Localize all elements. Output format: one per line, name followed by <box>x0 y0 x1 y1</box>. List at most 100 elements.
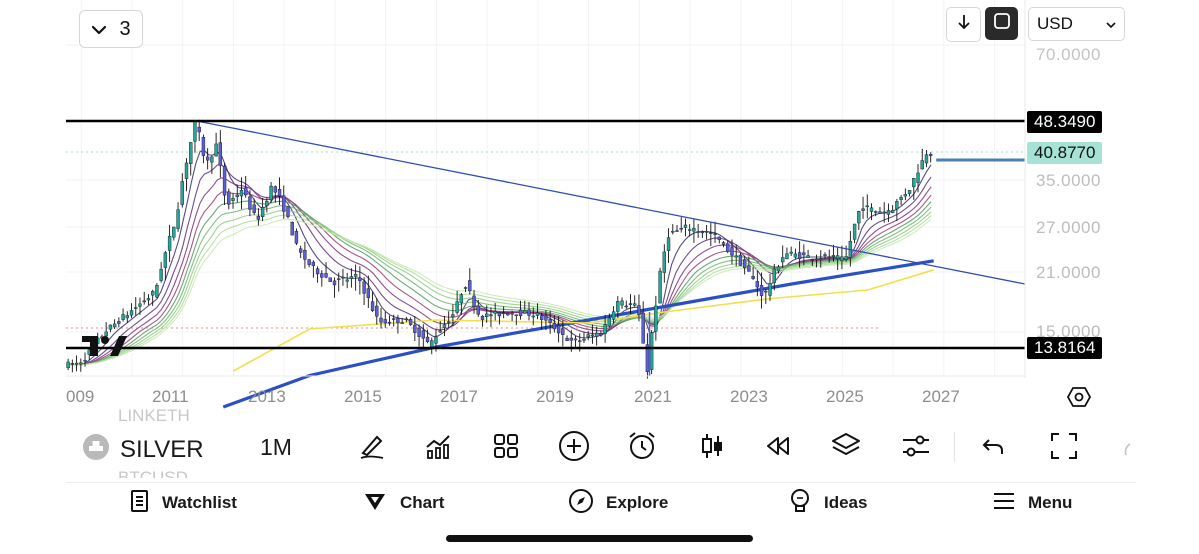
candle-body <box>878 211 882 214</box>
price-axis-label: 15.0000 <box>1036 322 1101 341</box>
candle-body <box>637 305 641 315</box>
candle-body <box>497 312 502 317</box>
alarm-clock-icon <box>626 430 658 467</box>
time-axis-label: 2023 <box>730 387 768 406</box>
draw-button[interactable] <box>354 430 390 466</box>
candle-body <box>899 196 903 200</box>
symbol-button[interactable]: SILVER <box>82 433 204 466</box>
currency-select[interactable]: USD <box>1028 7 1125 41</box>
layouts-button[interactable] <box>488 430 524 466</box>
candle-body <box>544 315 548 321</box>
candle-body <box>256 215 261 220</box>
indicators-button[interactable] <box>420 430 456 466</box>
nav-menu[interactable]: Menu <box>992 489 1072 517</box>
candle-body <box>83 360 87 362</box>
candle-body <box>747 265 751 272</box>
candle-body <box>594 332 599 337</box>
expand-button[interactable] <box>1046 430 1082 466</box>
candle-body <box>671 231 675 233</box>
candle-body <box>535 312 540 316</box>
scroll-down-button[interactable] <box>946 7 981 42</box>
interval-button[interactable]: 1M <box>260 434 292 460</box>
candle-body <box>578 340 582 342</box>
candle-body <box>74 362 79 365</box>
nav-chart[interactable]: Chart <box>362 489 444 517</box>
candle-body <box>108 324 113 330</box>
ghost-watchlist-row: BTCUSD <box>118 468 188 478</box>
nav-ideas[interactable]: Ideas <box>788 488 867 517</box>
candle-body <box>112 323 117 328</box>
candle-body <box>755 281 760 288</box>
price-axis-label: 21.0000 <box>1036 263 1101 282</box>
replay-button[interactable] <box>760 430 796 466</box>
candle-body <box>599 333 603 336</box>
candle-body <box>383 319 387 324</box>
candle-body <box>277 189 282 197</box>
indicators-collapse-button[interactable]: 3 <box>79 10 143 48</box>
candle-body <box>476 305 480 315</box>
ema-ribbon-line <box>66 205 932 366</box>
price-chart[interactable] <box>0 0 1199 410</box>
candle-body <box>874 211 878 213</box>
candle-body <box>556 325 561 334</box>
candle-body <box>624 305 628 308</box>
object-tree-button[interactable] <box>828 430 864 466</box>
chevron-down-icon <box>91 18 107 41</box>
candle-body <box>125 315 129 319</box>
nav-explore[interactable]: Explore <box>568 488 668 517</box>
candle-body <box>802 252 806 256</box>
candle-body <box>582 339 586 341</box>
toolbar-divider <box>954 432 955 462</box>
undo-button[interactable] <box>976 430 1012 466</box>
candle-body <box>235 194 239 198</box>
candle-body <box>303 249 307 260</box>
candle-body <box>265 200 269 206</box>
chart-area[interactable]: 3 USD 70.0000 35.0000 27.0000 21.0000 15… <box>0 0 1199 410</box>
candle-body <box>252 204 256 213</box>
fullscreen-button[interactable] <box>985 7 1018 40</box>
candle-body <box>683 224 688 228</box>
candle-body <box>455 301 459 313</box>
chart-type-button[interactable] <box>694 430 730 466</box>
candle-body <box>79 362 83 365</box>
candle-body <box>886 210 891 215</box>
chart-settings-button[interactable] <box>898 430 934 466</box>
chevron-down-icon <box>1106 14 1116 34</box>
candle-body <box>527 309 531 316</box>
candle-body <box>189 142 193 164</box>
nav-watchlist[interactable]: Watchlist <box>130 489 237 517</box>
chart-settings-button[interactable] <box>1066 385 1092 409</box>
candle-body <box>912 178 916 188</box>
support-price-tag: 13.8164 <box>1027 337 1103 359</box>
candle-body <box>734 255 738 258</box>
candle-body <box>704 231 709 233</box>
add-button[interactable] <box>556 430 592 466</box>
candlestick-icon <box>698 431 726 466</box>
candle-body <box>501 312 506 315</box>
candle-body <box>117 321 121 324</box>
candle-body <box>408 319 413 325</box>
candle-body <box>844 256 848 260</box>
rewind-icon <box>763 434 793 463</box>
candle-body <box>569 337 573 341</box>
candle-body <box>392 318 396 320</box>
more-hint-icon[interactable] <box>1122 442 1132 461</box>
alert-button[interactable] <box>624 430 660 466</box>
candle-body <box>506 312 510 316</box>
ema-ribbon-line <box>66 218 932 366</box>
candle-body <box>764 290 768 293</box>
candle-body <box>442 324 447 329</box>
candle-body <box>890 209 895 213</box>
candle-body <box>134 307 138 309</box>
candle-body <box>523 310 527 314</box>
candle-body <box>129 310 134 316</box>
watchlist-icon <box>130 489 150 518</box>
candle-body <box>121 314 125 320</box>
last-price-tag: 40.8770 <box>1027 142 1103 164</box>
pen-icon <box>357 431 387 466</box>
candle-body <box>320 273 324 278</box>
candle-body <box>180 181 184 205</box>
descending-trendline <box>197 120 1026 285</box>
tradingview-logo <box>82 334 128 358</box>
ema-ribbon-line <box>66 214 932 366</box>
